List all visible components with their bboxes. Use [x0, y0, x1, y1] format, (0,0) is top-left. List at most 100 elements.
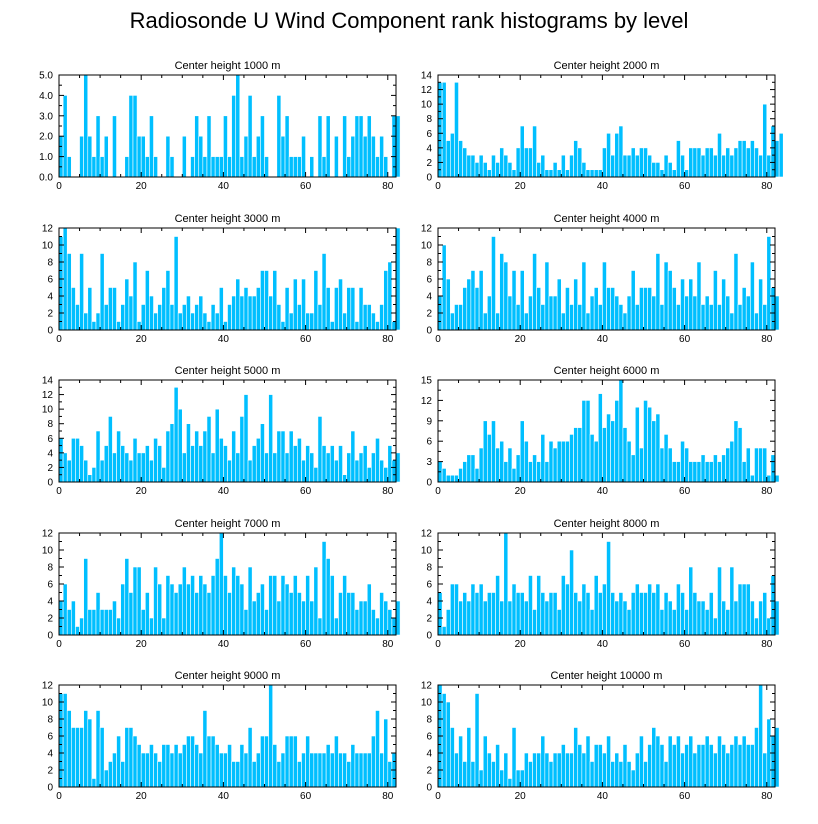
- bar: [647, 154, 653, 178]
- bar: [528, 461, 533, 483]
- bar: [606, 287, 611, 331]
- y-tick-label: 12: [42, 681, 54, 692]
- bar: [659, 744, 665, 788]
- y-tick-label: 3: [426, 457, 432, 468]
- y-tick-label: 4.0: [39, 91, 53, 102]
- bar: [589, 295, 595, 331]
- bar: [560, 154, 566, 178]
- bar: [581, 400, 587, 483]
- bar: [618, 379, 624, 483]
- bar: [487, 295, 492, 331]
- bar: [503, 261, 509, 331]
- bar: [671, 744, 677, 788]
- bar: [103, 304, 109, 331]
- bar: [223, 752, 228, 788]
- bar: [309, 156, 315, 178]
- bar: [301, 459, 306, 483]
- bar: [325, 744, 331, 788]
- bar: [108, 609, 113, 636]
- bar: [737, 304, 743, 331]
- bar: [482, 312, 488, 331]
- y-tick-label: 0: [426, 173, 432, 184]
- bar: [338, 592, 343, 636]
- bar: [173, 386, 179, 483]
- y-tick-label: 12: [421, 681, 433, 692]
- bar: [358, 452, 364, 483]
- bar: [766, 236, 772, 331]
- bar: [243, 135, 249, 178]
- bar: [334, 735, 339, 788]
- bar: [532, 752, 537, 788]
- bar: [552, 447, 558, 483]
- bar: [75, 727, 80, 788]
- y-tick-label: 8: [47, 563, 53, 574]
- bar: [519, 592, 525, 636]
- x-tick-label: 0: [56, 181, 62, 192]
- bar: [145, 592, 150, 636]
- bar: [610, 761, 616, 788]
- y-tick-label: 12: [421, 224, 433, 235]
- bar: [276, 430, 282, 483]
- bar: [297, 304, 302, 331]
- bar: [593, 744, 599, 788]
- bar: [79, 135, 84, 178]
- bar: [202, 583, 208, 636]
- bar: [194, 592, 200, 636]
- bar: [680, 440, 685, 483]
- y-tick-label: 4: [426, 292, 432, 303]
- bar: [676, 304, 681, 331]
- bar: [247, 95, 253, 178]
- x-tick-label: 0: [435, 334, 441, 345]
- bar: [606, 735, 611, 788]
- bar: [507, 295, 513, 331]
- bar: [676, 461, 681, 483]
- bar: [688, 278, 694, 331]
- bar: [379, 459, 384, 483]
- bar: [338, 752, 343, 788]
- bar: [95, 115, 101, 178]
- bar: [218, 752, 224, 788]
- bar: [487, 592, 492, 636]
- y-tick-label: 3.0: [39, 111, 53, 122]
- bar: [305, 445, 310, 483]
- bar: [321, 752, 327, 788]
- bar: [161, 744, 167, 788]
- bar: [140, 609, 146, 636]
- bar: [741, 287, 747, 331]
- bar: [136, 566, 142, 636]
- bar: [157, 445, 163, 483]
- bar: [297, 592, 302, 636]
- bar: [288, 735, 294, 788]
- bar: [124, 156, 130, 178]
- bar: [663, 592, 669, 636]
- bar: [499, 440, 505, 483]
- bar: [478, 270, 484, 331]
- bar: [103, 135, 109, 178]
- bar: [700, 744, 706, 788]
- bar: [602, 261, 607, 331]
- bar: [362, 600, 368, 636]
- bar: [503, 532, 509, 636]
- bar: [260, 583, 265, 636]
- bar: [280, 430, 286, 483]
- bar: [181, 452, 187, 483]
- bar: [214, 408, 220, 483]
- y-tick-label: 0: [47, 631, 53, 642]
- bar: [741, 583, 747, 636]
- bar: [733, 600, 739, 636]
- bar: [618, 761, 624, 788]
- bar: [194, 430, 200, 483]
- bar: [198, 752, 204, 788]
- bar: [145, 270, 150, 331]
- bar: [585, 592, 591, 636]
- bar: [132, 735, 138, 788]
- bar: [120, 761, 126, 788]
- bar: [478, 154, 484, 178]
- bar: [120, 583, 126, 636]
- bar: [573, 592, 579, 636]
- bar: [358, 287, 364, 331]
- bar: [321, 253, 327, 331]
- bar: [556, 609, 562, 636]
- x-tick-label: 20: [136, 486, 148, 497]
- bar: [153, 156, 158, 178]
